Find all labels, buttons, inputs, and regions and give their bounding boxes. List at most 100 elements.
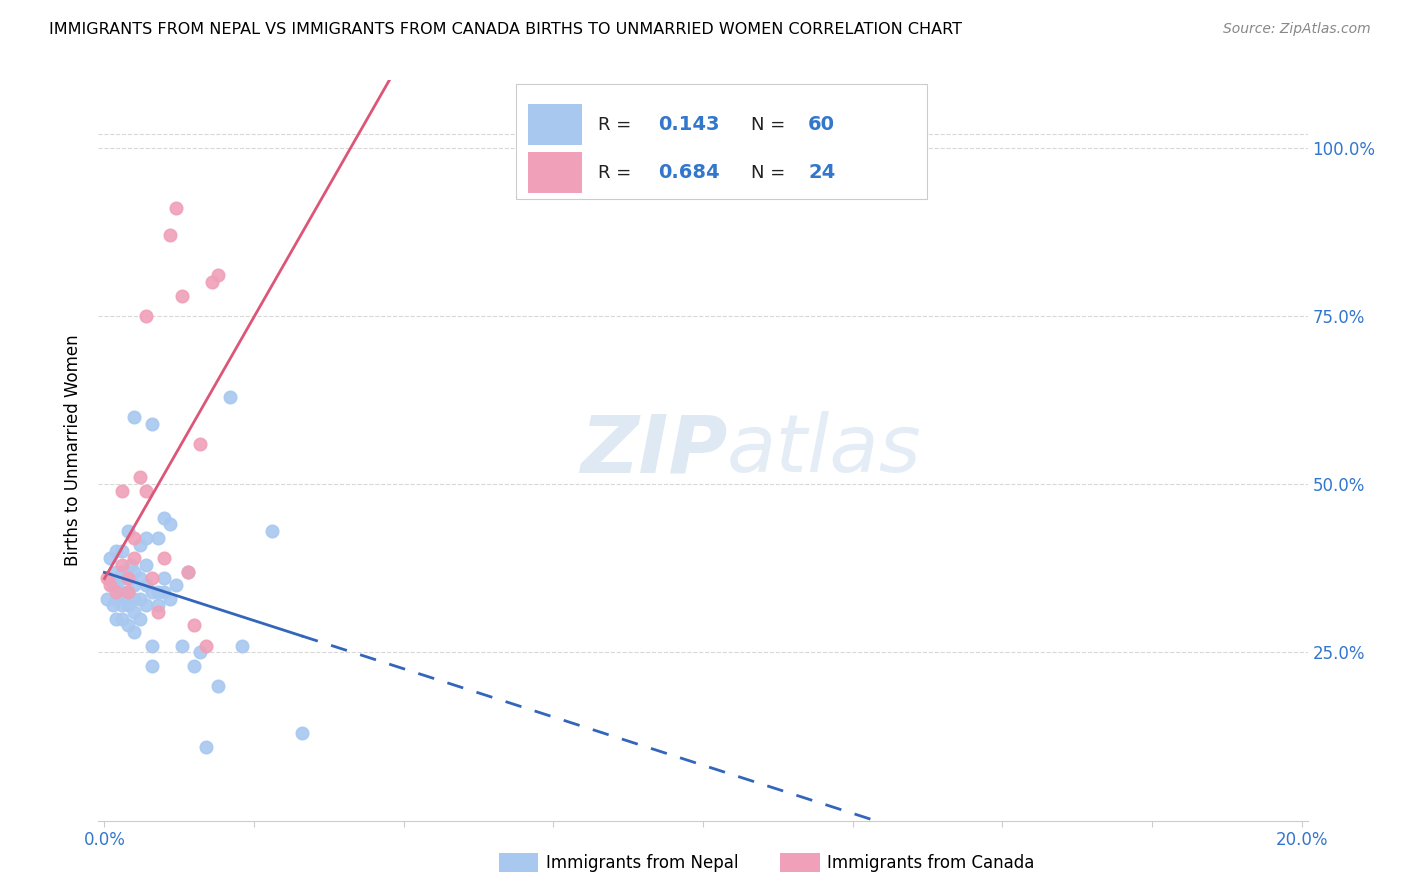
Point [129,538,152,552]
Point [111,612,134,626]
Point [188,645,211,659]
Text: atlas: atlas [727,411,922,490]
Point [96,571,118,585]
Text: 24: 24 [808,163,835,182]
Text: 60: 60 [808,115,835,134]
Point [195,739,218,754]
Text: N =: N = [751,164,792,182]
Point [129,571,152,585]
Point [148,531,170,545]
Point [141,639,163,653]
Point [153,551,176,566]
Point [291,726,314,740]
Text: N =: N = [751,116,792,134]
Point [135,531,157,545]
FancyBboxPatch shape [527,104,582,145]
Y-axis label: Births to Unmarried Women: Births to Unmarried Women [65,334,83,566]
Point [141,584,163,599]
Point [231,639,253,653]
Point [141,658,163,673]
Point [117,618,139,632]
Point [108,584,131,599]
Point [100,578,122,592]
Point [207,268,229,283]
Point [177,565,200,579]
Point [117,524,139,539]
Point [124,578,146,592]
Point [124,605,146,619]
Point [124,409,146,424]
Point [260,524,283,539]
Point [111,483,134,498]
Point [177,565,200,579]
Point [117,599,139,613]
Text: Immigrants from Nepal: Immigrants from Nepal [546,854,738,871]
Text: IMMIGRANTS FROM NEPAL VS IMMIGRANTS FROM CANADA BIRTHS TO UNMARRIED WOMEN CORREL: IMMIGRANTS FROM NEPAL VS IMMIGRANTS FROM… [49,22,962,37]
Point [129,591,152,606]
Point [153,584,176,599]
Point [111,565,134,579]
Point [195,639,218,653]
Point [100,571,122,585]
Point [111,584,134,599]
Text: R =: R = [598,116,637,134]
Point [219,390,242,404]
Point [96,591,118,606]
FancyBboxPatch shape [527,153,582,194]
Point [105,612,128,626]
Point [117,584,139,599]
Point [135,309,157,323]
Point [153,510,176,524]
Point [105,584,128,599]
Point [159,591,181,606]
Point [135,578,157,592]
Point [124,531,146,545]
Point [159,228,181,243]
Point [165,201,187,215]
Point [207,679,229,693]
Point [153,571,176,585]
Point [148,605,170,619]
Point [117,584,139,599]
Point [148,584,170,599]
Point [111,558,134,572]
Point [183,618,205,632]
Point [117,571,139,585]
Point [183,658,205,673]
Text: 0.143: 0.143 [658,115,720,134]
Point [103,578,125,592]
Point [135,483,157,498]
Text: 0.684: 0.684 [658,163,720,182]
Point [141,571,163,585]
Point [103,599,125,613]
Point [120,558,142,572]
Text: Immigrants from Canada: Immigrants from Canada [827,854,1033,871]
Point [141,417,163,431]
Point [105,544,128,558]
Point [148,599,170,613]
Point [129,612,152,626]
Point [105,578,128,592]
Point [124,551,146,566]
Point [124,591,146,606]
Point [135,558,157,572]
Point [129,470,152,484]
Point [105,565,128,579]
Point [188,436,211,450]
Point [159,517,181,532]
FancyBboxPatch shape [516,84,927,199]
Point [201,275,224,289]
Point [172,288,194,302]
Point [124,625,146,640]
Point [124,565,146,579]
Point [105,591,128,606]
Point [165,578,187,592]
Point [100,551,122,566]
Point [135,599,157,613]
Text: ZIP: ZIP [579,411,727,490]
Text: R =: R = [598,164,637,182]
Text: Source: ZipAtlas.com: Source: ZipAtlas.com [1223,22,1371,37]
Point [172,639,194,653]
Point [117,571,139,585]
Point [114,571,136,585]
